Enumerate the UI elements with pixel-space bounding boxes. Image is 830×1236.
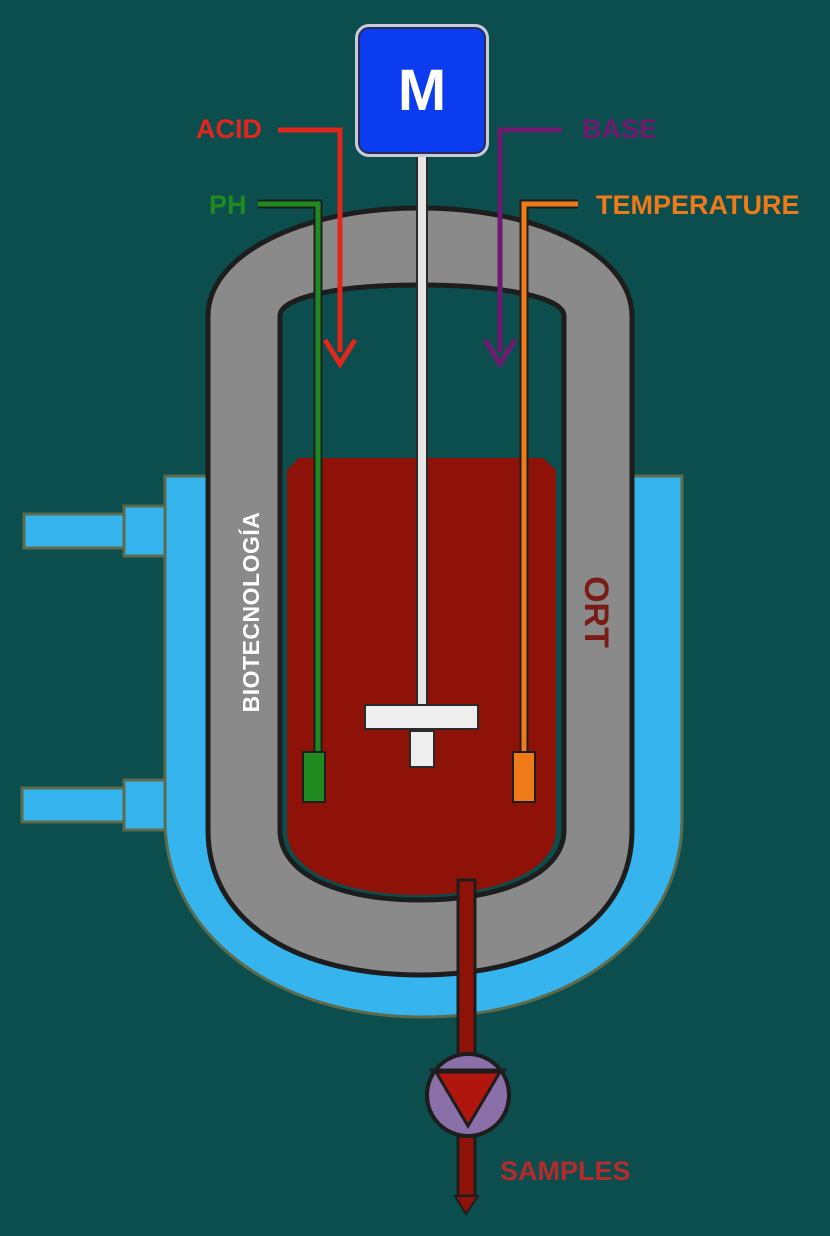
- acid-feed-line: [278, 127, 358, 369]
- sample-outlet-pipe: [456, 878, 477, 1198]
- acid-label: ACID: [196, 114, 262, 144]
- motor: M: [355, 24, 489, 157]
- temperature-label: TEMPERATURE: [596, 190, 800, 220]
- ph-label: PH: [209, 190, 247, 220]
- base-label: BASE: [582, 114, 658, 144]
- ph-probe: [258, 199, 326, 803]
- impeller-hub: [409, 730, 435, 768]
- impeller-blade: [364, 704, 479, 730]
- samples-label: SAMPLES: [500, 1156, 631, 1186]
- logo: ORT: [577, 576, 615, 648]
- water-inlet-pipe-bottom: [20, 778, 170, 832]
- vessel-label: BIOTECNOLOGÍA: [238, 511, 264, 713]
- sample-pump: [425, 1052, 511, 1138]
- agitator-shaft: [416, 154, 428, 766]
- water-inlet-pipe-top: [22, 504, 170, 558]
- base-feed-line: [482, 127, 562, 369]
- sample-outlet-arrow: [453, 1195, 480, 1216]
- temperature-probe: [512, 199, 578, 803]
